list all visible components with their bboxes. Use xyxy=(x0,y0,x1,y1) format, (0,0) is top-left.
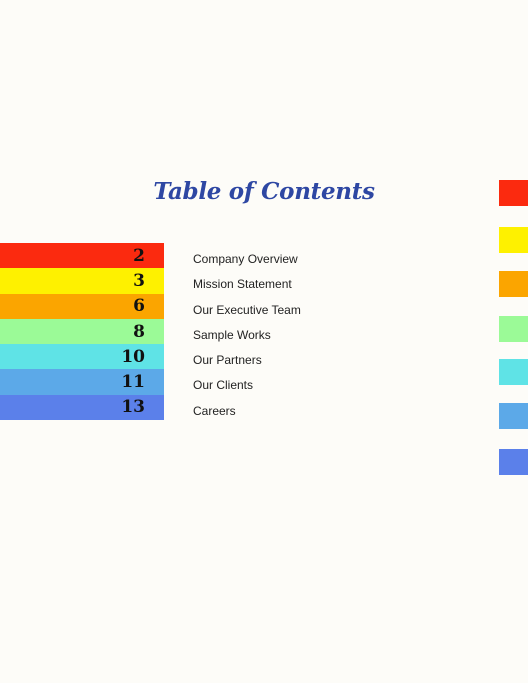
page-number-bars: 2 3 6 8 10 11 13 xyxy=(0,243,164,421)
color-swatch xyxy=(499,227,528,253)
toc-item-mission-statement[interactable]: Mission Statement xyxy=(193,277,292,292)
page-title: Table of Contents xyxy=(153,178,375,205)
page-number: 10 xyxy=(121,346,145,367)
page-number: 13 xyxy=(121,397,145,418)
toc-item-partners[interactable]: Our Partners xyxy=(193,353,262,368)
page-number: 8 xyxy=(133,321,145,342)
color-swatch xyxy=(499,180,528,206)
color-swatch xyxy=(499,271,528,297)
toc-bar[interactable]: 2 xyxy=(0,243,164,269)
toc-bar[interactable]: 11 xyxy=(0,369,164,395)
toc-bar[interactable]: 13 xyxy=(0,394,164,421)
color-swatch xyxy=(499,403,528,429)
toc-bar[interactable]: 6 xyxy=(0,293,164,319)
toc-item-company-overview[interactable]: Company Overview xyxy=(193,252,298,266)
toc-list: Company Overview Mission Statement Our E… xyxy=(193,247,301,424)
toc-bar[interactable]: 3 xyxy=(0,268,164,294)
color-swatch xyxy=(499,449,528,475)
toc-bar[interactable]: 8 xyxy=(0,318,164,345)
color-swatch xyxy=(499,359,528,385)
toc-item-executive-team[interactable]: Our Executive Team xyxy=(193,302,301,317)
page-number: 11 xyxy=(121,372,145,393)
toc-bar[interactable]: 10 xyxy=(0,344,164,370)
page-number: 2 xyxy=(133,245,145,266)
page-number: 6 xyxy=(133,296,145,317)
toc-item-sample-works[interactable]: Sample Works xyxy=(193,327,271,342)
color-swatch xyxy=(499,316,528,342)
page-number: 3 xyxy=(133,270,145,291)
toc-item-careers[interactable]: Careers xyxy=(193,403,236,418)
toc-item-clients[interactable]: Our Clients xyxy=(193,378,254,393)
